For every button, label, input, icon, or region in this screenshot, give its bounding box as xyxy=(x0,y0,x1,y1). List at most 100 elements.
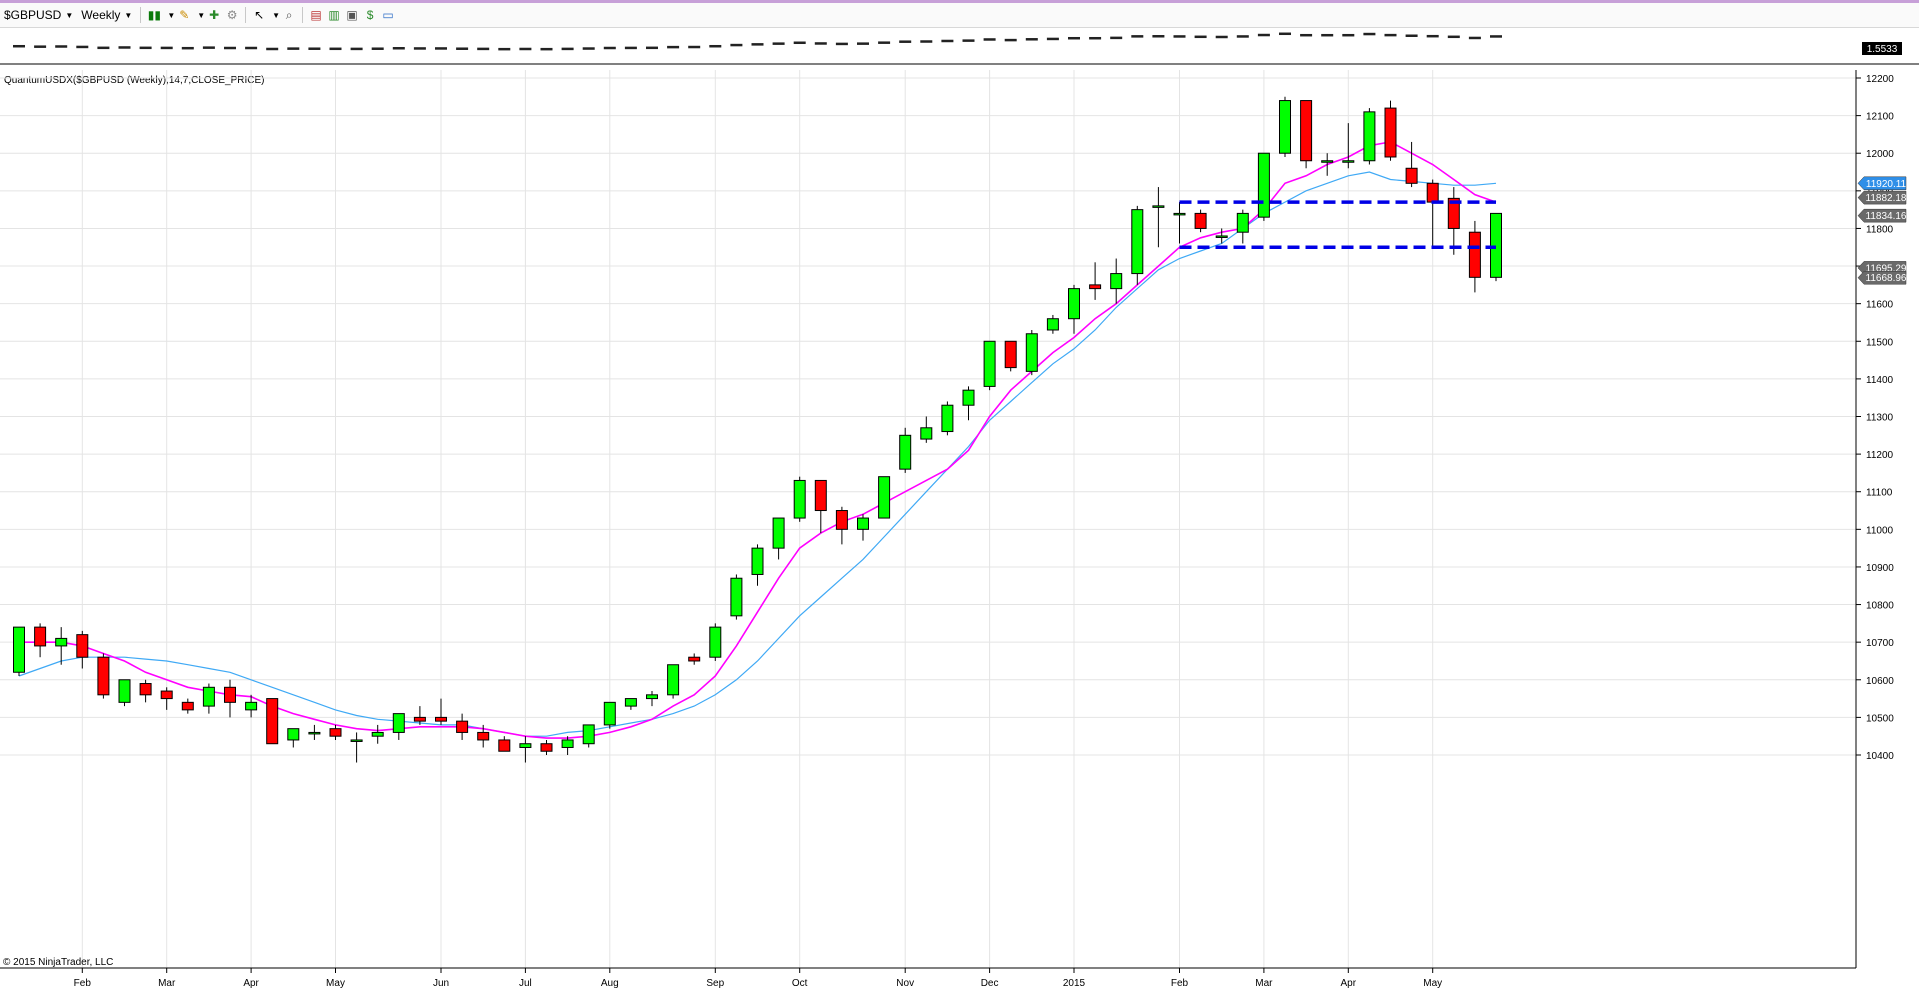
overview-dash xyxy=(603,46,616,50)
indicator-label: QuantumUSDX($GBPUSD (Weekly),14,7,CLOSE_… xyxy=(4,75,264,86)
overview-price-label: 1.5533 xyxy=(1867,44,1898,55)
chevron-down-icon[interactable]: ▼ xyxy=(197,10,206,20)
candle-body xyxy=(751,547,764,575)
candle xyxy=(308,724,321,740)
x-tick-label: Jul xyxy=(519,978,532,989)
properties-icon[interactable]: ⚙ xyxy=(226,8,238,22)
overview-dash xyxy=(224,46,236,50)
window-icon[interactable]: ▭ xyxy=(382,8,394,22)
candle xyxy=(962,386,975,421)
y-tick-label: 11800 xyxy=(1866,224,1894,235)
overview-dash xyxy=(751,43,764,46)
drawing-pencil-icon[interactable]: ✎ xyxy=(179,8,190,22)
candle-body xyxy=(1004,340,1017,369)
candle-body xyxy=(772,517,785,549)
overview-dash xyxy=(730,43,743,47)
candle xyxy=(1131,205,1144,285)
candle-body xyxy=(160,690,173,700)
overview-dash xyxy=(540,47,553,51)
candle xyxy=(181,698,194,714)
candle-body xyxy=(371,731,384,737)
chevron-down-icon[interactable]: ▼ xyxy=(272,10,281,20)
overview-dash xyxy=(1490,35,1502,38)
toolbar-divider xyxy=(140,7,142,23)
candle-body xyxy=(1173,212,1186,216)
chart-trader-icon[interactable]: ▥ xyxy=(328,8,340,22)
toolbar-divider xyxy=(302,7,304,23)
candle-body xyxy=(920,427,933,440)
interval-selector[interactable]: Weekly ▼ xyxy=(77,5,136,25)
candle xyxy=(646,691,658,707)
x-tick-label: Sep xyxy=(706,978,724,989)
candle-body xyxy=(456,720,469,733)
instrument-selector[interactable]: $GBPUSD ▼ xyxy=(0,5,77,25)
snapshot-icon[interactable]: ▣ xyxy=(346,8,358,22)
overview-dash xyxy=(413,47,426,50)
bar-type-icon[interactable]: ▮▮ xyxy=(147,8,161,22)
y-tick-label: 10500 xyxy=(1866,713,1894,724)
overview-dash xyxy=(1173,35,1186,38)
overview-dash xyxy=(920,40,933,43)
cursor-icon[interactable]: ↖ xyxy=(254,8,265,22)
toolbar-divider xyxy=(245,7,247,23)
candle xyxy=(456,713,469,740)
overview-dash xyxy=(667,45,680,49)
y-tick-label: 11200 xyxy=(1866,450,1894,461)
candle-body xyxy=(1342,160,1355,163)
overview-dash xyxy=(118,46,131,49)
candle xyxy=(55,627,68,665)
candle xyxy=(751,544,764,586)
overview-dash xyxy=(582,47,595,50)
candle-body xyxy=(118,679,131,703)
candle xyxy=(329,724,342,740)
candle-body xyxy=(878,476,891,519)
y-tick-label: 11300 xyxy=(1866,413,1894,424)
overview-dash xyxy=(1236,35,1249,38)
overview-dash xyxy=(1110,36,1123,40)
x-tick-label: May xyxy=(1423,978,1442,989)
overview-dash xyxy=(1279,32,1291,36)
candle xyxy=(76,630,89,669)
strategy-icon[interactable]: $ xyxy=(366,8,374,22)
candle-body xyxy=(498,739,511,752)
overview-dash xyxy=(308,47,321,50)
chevron-down-icon[interactable]: ▼ xyxy=(167,10,176,20)
overview-dash xyxy=(245,46,258,50)
candle-body xyxy=(983,340,996,387)
overview-dash xyxy=(456,47,469,50)
x-tick-label: Nov xyxy=(896,978,914,989)
candle xyxy=(498,736,511,752)
overview-dash xyxy=(350,47,363,51)
x-tick-label: Apr xyxy=(243,978,259,989)
candle-body xyxy=(34,626,47,647)
candle-body xyxy=(814,479,827,512)
candle-body xyxy=(266,698,279,745)
candle-body xyxy=(582,724,595,745)
overview-dash xyxy=(1152,35,1165,38)
price-tag: 11882.18 xyxy=(1857,190,1907,205)
x-tick-label: Feb xyxy=(1171,978,1189,989)
candle xyxy=(413,706,426,725)
candle-body xyxy=(97,656,110,696)
zoom-icon[interactable]: ⌕ xyxy=(285,7,293,22)
add-indicator-icon[interactable]: ✚ xyxy=(209,8,220,22)
x-axis-ticks: Feb Mar Apr May Jun Jul Aug Sep Oct Nov Dec 2015 Feb… xyxy=(74,968,1442,989)
y-tick-label: 10700 xyxy=(1866,638,1894,649)
candle xyxy=(1152,187,1165,248)
data-box-icon[interactable]: ▤ xyxy=(310,8,322,22)
candle xyxy=(1236,209,1249,244)
candle-body xyxy=(1384,107,1397,158)
overview-dash xyxy=(1342,33,1355,37)
candle-body xyxy=(688,656,701,662)
overview-dash xyxy=(772,42,785,45)
candle xyxy=(540,739,553,755)
candle xyxy=(1300,100,1313,169)
candle xyxy=(772,517,785,560)
candle xyxy=(1384,100,1397,161)
candle xyxy=(1363,108,1376,165)
overview-dash xyxy=(1384,33,1397,37)
overview-dash xyxy=(498,47,511,51)
candle xyxy=(118,679,131,707)
overview-dash xyxy=(1194,35,1207,39)
